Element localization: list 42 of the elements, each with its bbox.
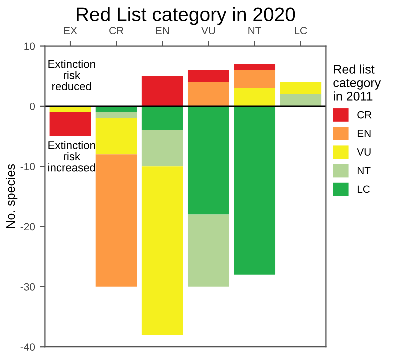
x-tick-label: CR [110, 27, 124, 34]
x-tick-label: EX [64, 27, 78, 34]
chart-title: Red List category in 2020 [77, 7, 296, 26]
y-tick-label: 10 [24, 42, 36, 50]
bar [142, 106, 184, 131]
legend-label: CR [358, 111, 372, 119]
bar [142, 76, 184, 106]
x-tick-label: VU [202, 27, 216, 34]
legend-label: VU [357, 148, 371, 156]
bar [142, 166, 184, 336]
bar [188, 214, 230, 287]
bar [188, 82, 230, 106]
y-tick-label: -10 [20, 163, 36, 170]
bar [280, 94, 322, 106]
bar [280, 82, 322, 94]
bar [188, 106, 230, 215]
bar [234, 70, 276, 88]
bar [142, 130, 184, 167]
y-tick-label: -30 [20, 283, 36, 291]
bar [96, 118, 138, 155]
x-tick-label: NT [248, 27, 262, 34]
x-tick-label: LC [295, 27, 308, 34]
legend-label: NT [358, 167, 371, 174]
y-axis-title: No. species [6, 164, 18, 228]
bar [234, 64, 276, 70]
y-tick-label: -40 [20, 344, 36, 351]
legend-title: Red list category in 2011 [334, 64, 382, 101]
bar [234, 88, 276, 106]
bar [50, 112, 92, 137]
bar [96, 106, 138, 112]
y-tick-label: -20 [20, 223, 36, 231]
y-tick-label: 0 [30, 102, 36, 110]
legend-label: LC [358, 186, 370, 194]
bar [234, 106, 276, 275]
bar [96, 112, 138, 118]
x-tick-label: EN [156, 27, 170, 34]
legend-label: EN [358, 130, 371, 138]
annotation: Extinction risk reduced [48, 60, 96, 91]
bar [188, 70, 230, 82]
bar [96, 154, 138, 287]
annotation: Extinction risk increased [48, 141, 96, 172]
bar [50, 106, 92, 112]
